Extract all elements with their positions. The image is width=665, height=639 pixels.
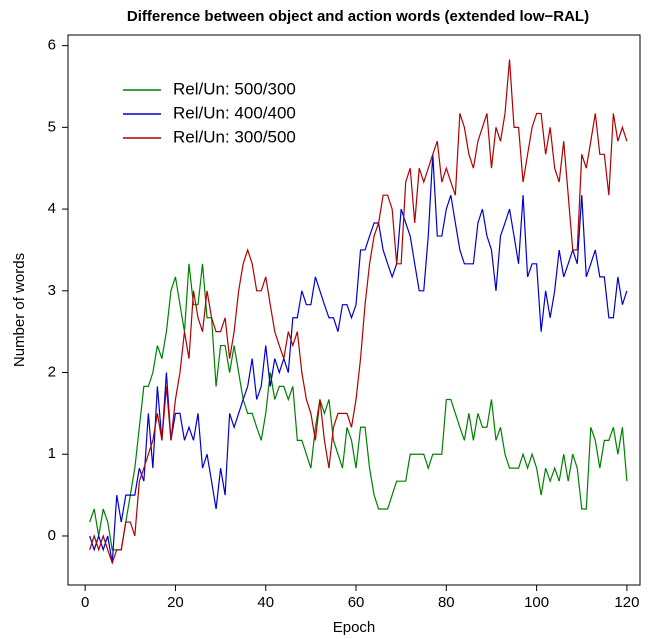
y-tick-label: 6	[48, 37, 56, 54]
chart-title: Difference between object and action wor…	[127, 8, 589, 25]
y-tick-label: 4	[48, 200, 56, 217]
series-line	[89, 154, 628, 564]
x-tick-label: 120	[614, 594, 639, 611]
x-tick-label: 40	[257, 594, 274, 611]
y-tick-label: 2	[48, 363, 56, 380]
legend-label: Rel/Un: 300/500	[173, 127, 296, 146]
x-tick-label: 0	[81, 594, 89, 611]
plot-frame	[67, 34, 641, 586]
x-axis-label: Epoch	[333, 619, 376, 636]
y-tick-label: 1	[48, 445, 56, 462]
x-tick-label: 100	[524, 594, 549, 611]
series-line	[89, 263, 628, 551]
y-tick-label: 5	[48, 118, 56, 135]
series-line	[89, 59, 628, 565]
legend-label: Rel/Un: 400/400	[173, 103, 296, 122]
x-tick-label: 60	[348, 594, 365, 611]
x-tick-label: 20	[167, 594, 184, 611]
y-axis-label: Number of words	[11, 253, 28, 367]
legend-label: Rel/Un: 500/300	[173, 79, 296, 98]
y-tick-label: 3	[48, 282, 56, 299]
x-tick-label: 80	[438, 594, 455, 611]
y-tick-label: 0	[48, 527, 56, 544]
